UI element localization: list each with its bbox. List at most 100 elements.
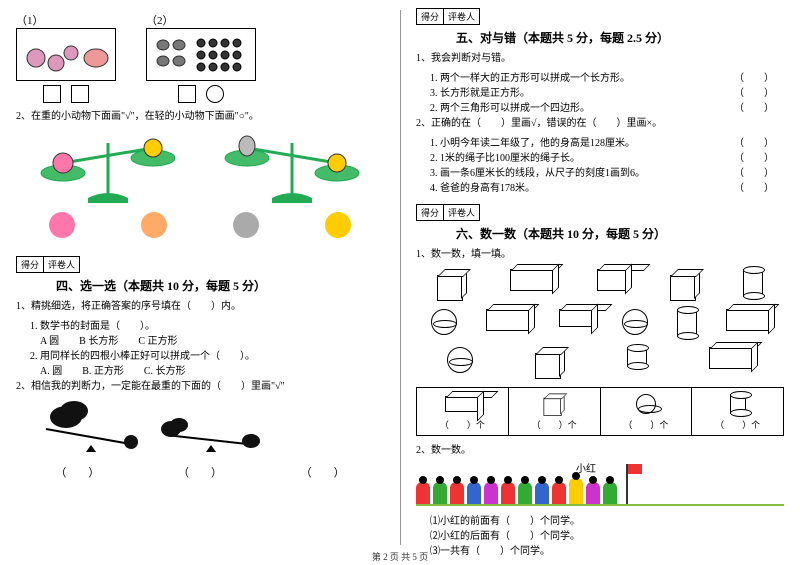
section4-title: 四、选一选（本题共 10 分，每题 5 分） bbox=[56, 277, 384, 294]
cuboid-icon bbox=[709, 347, 753, 369]
animals-row-1 bbox=[16, 212, 384, 238]
cuboid-icon bbox=[445, 396, 479, 412]
s4-q2: 2、相信我的判断力，一定能在最重的下面的（ ）里画"√" bbox=[16, 380, 384, 394]
score-label: 得分 bbox=[417, 9, 444, 24]
s6-q2-item: ⑵小红的后面有（ ）个同学。 bbox=[430, 527, 784, 542]
s5-q1-item: 2. 两个三角形可以拼成一个四边形。（ ） bbox=[430, 99, 784, 114]
q1-label-1: （1） bbox=[16, 12, 116, 28]
q1-box-2 bbox=[146, 28, 256, 81]
student-icon bbox=[484, 482, 498, 504]
sphere-icon bbox=[431, 309, 457, 335]
s5-q1: 1、我会判断对与错。 bbox=[416, 52, 784, 66]
sphere-icon bbox=[622, 309, 648, 335]
student-icon bbox=[535, 482, 549, 504]
section6-title: 六、数一数（本题共 10 分，每题 5 分） bbox=[456, 225, 784, 242]
animals-illustration-2 bbox=[151, 33, 251, 73]
section4-header: 得分 评卷人 四、选一选（本题共 10 分，每题 5 分） bbox=[16, 256, 384, 294]
balance-scale-2 bbox=[217, 128, 367, 208]
section6-header: 得分 评卷人 六、数一数（本题共 10 分，每题 5 分） bbox=[416, 204, 784, 242]
s5-q2-item: 1. 小明今年读二年级了，他的身高是128厘米。（ ） bbox=[430, 134, 784, 149]
animals-illustration-1 bbox=[21, 33, 111, 73]
score-label: 得分 bbox=[17, 257, 44, 272]
q1-answer-boxes-2 bbox=[146, 85, 256, 106]
count-blank[interactable]: （ ）个 bbox=[419, 418, 506, 431]
weight-balance-illustration bbox=[16, 397, 276, 457]
count-table: （ ）个 （ ）个 （ ）个 （ ）个 bbox=[416, 387, 784, 436]
cylinder-icon bbox=[730, 394, 746, 414]
s5-q2-item: 3. 画一条6厘米长的线段，从尺子的刻度1画到6。（ ） bbox=[430, 164, 784, 179]
page-footer: 第 2 页 共 5 页 bbox=[0, 550, 800, 563]
s4-q1: 1、精挑细选，将正确答案的序号填在（ ）内。 bbox=[16, 300, 384, 314]
paren-blank[interactable]: （ ） bbox=[734, 69, 774, 84]
grader-label: 评卷人 bbox=[444, 9, 479, 24]
s5-q2: 2、正确的在（ ）里画√，错误的在（ ）里画×。 bbox=[416, 117, 784, 131]
s4-q2-blanks: （ ） （ ） （ ） bbox=[16, 464, 384, 480]
s6-q1: 1、数一数，填一填。 bbox=[416, 248, 784, 262]
count-blank[interactable]: （ ）个 bbox=[511, 418, 598, 431]
count-blank[interactable]: （ ）个 bbox=[603, 418, 690, 431]
student-icon bbox=[586, 482, 600, 504]
sphere-icon bbox=[636, 394, 656, 414]
students-illustration: 小红 bbox=[416, 464, 784, 506]
s5-q2-item: 4. 爸爸的身高有178米。（ ） bbox=[430, 179, 784, 194]
s5-q2-item: 2. 1米的绳子比100厘米的绳子长。（ ） bbox=[430, 149, 784, 164]
cuboid-icon bbox=[486, 309, 530, 331]
monkey-icon bbox=[141, 212, 167, 238]
section5-header: 得分 评卷人 五、对与错（本题共 5 分，每题 2.5 分） bbox=[416, 8, 784, 46]
answer-circle[interactable] bbox=[206, 85, 224, 103]
count-cell-cylinder: （ ）个 bbox=[692, 388, 783, 435]
count-cell-cuboid: （ ）个 bbox=[417, 388, 509, 435]
s6-q2: 2、数一数。 bbox=[416, 444, 784, 458]
s5-q1-item: 3. 长方形就是正方形。（ ） bbox=[430, 84, 784, 99]
q1-group-1: （1） bbox=[16, 12, 116, 106]
cuboid-icon bbox=[559, 309, 593, 327]
cuboid-icon bbox=[597, 269, 627, 291]
score-box: 得分 评卷人 bbox=[416, 204, 480, 221]
count-blank[interactable]: （ ）个 bbox=[694, 418, 781, 431]
student-icon bbox=[450, 482, 464, 504]
blank[interactable]: （ ） bbox=[55, 464, 99, 480]
paren-blank[interactable]: （ ） bbox=[734, 134, 774, 149]
score-label: 得分 bbox=[417, 205, 444, 220]
s5-q1-item: 1. 两个一样大的正方形可以拼成一个长方形。（ ） bbox=[430, 69, 784, 84]
q1-box-1 bbox=[16, 28, 116, 81]
q1-answer-boxes-1 bbox=[16, 85, 116, 106]
answer-box[interactable] bbox=[71, 85, 89, 103]
s4-q1-1-opts: A 圆 B 长方形 C 正方形 bbox=[40, 332, 384, 347]
q1-group-2: （2） bbox=[146, 12, 256, 106]
cylinder-icon bbox=[743, 269, 763, 297]
paren-blank[interactable]: （ ） bbox=[734, 179, 774, 194]
balance-row bbox=[16, 128, 384, 208]
student-icon bbox=[552, 482, 566, 504]
s4-q1-2-opts: A. 圆 B. 正方形 C. 长方形 bbox=[40, 362, 384, 377]
q1-row: （1） （2） bbox=[16, 12, 384, 106]
grader-label: 评卷人 bbox=[44, 257, 79, 272]
rabbit-icon bbox=[233, 212, 259, 238]
right-column: 得分 评卷人 五、对与错（本题共 5 分，每题 2.5 分） 1、我会判断对与错… bbox=[400, 0, 800, 550]
paren-blank[interactable]: （ ） bbox=[734, 164, 774, 179]
score-box: 得分 评卷人 bbox=[416, 8, 480, 25]
paren-blank[interactable]: （ ） bbox=[734, 84, 774, 99]
balance-scale-1 bbox=[33, 128, 183, 208]
sphere-icon bbox=[447, 347, 473, 373]
student-xiaohong-icon bbox=[569, 478, 583, 504]
flag-icon bbox=[626, 464, 628, 504]
s4-q1-1: 1. 数学书的封面是（ ）。 bbox=[30, 317, 384, 332]
student-icon bbox=[467, 482, 481, 504]
answer-box[interactable] bbox=[43, 85, 61, 103]
s6-q2-item: ⑴小红的前面有（ ）个同学。 bbox=[430, 512, 784, 527]
count-cell-sphere: （ ）个 bbox=[601, 388, 693, 435]
cube-icon bbox=[670, 269, 700, 299]
student-icon bbox=[501, 482, 515, 504]
paren-blank[interactable]: （ ） bbox=[734, 149, 774, 164]
blank[interactable]: （ ） bbox=[301, 464, 345, 480]
cylinder-icon bbox=[627, 347, 647, 367]
answer-box[interactable] bbox=[178, 85, 196, 103]
cuboid-icon bbox=[510, 269, 554, 291]
blank[interactable]: （ ） bbox=[178, 464, 222, 480]
q1-label-2: （2） bbox=[146, 12, 256, 28]
paren-blank[interactable]: （ ） bbox=[734, 99, 774, 114]
grader-label: 评卷人 bbox=[444, 205, 479, 220]
s4-q1-2: 2. 用同样长的四根小棒正好可以拼成一个（ ）。 bbox=[30, 347, 384, 362]
cube-icon bbox=[535, 347, 565, 377]
